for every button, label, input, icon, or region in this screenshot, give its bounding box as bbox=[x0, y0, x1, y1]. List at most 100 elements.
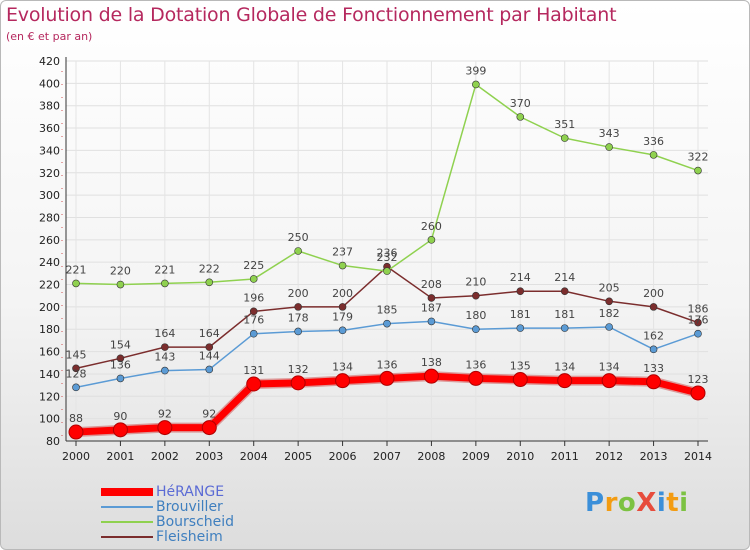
data-label: 133 bbox=[643, 362, 664, 375]
data-point bbox=[516, 113, 525, 121]
data-point bbox=[68, 424, 84, 440]
data-point bbox=[290, 375, 306, 391]
data-point bbox=[646, 374, 662, 390]
data-label: 182 bbox=[599, 307, 620, 320]
legend-swatch bbox=[101, 506, 153, 508]
y-tick-label: 260 bbox=[39, 234, 60, 247]
data-point bbox=[338, 303, 347, 311]
y-tick-label: 240 bbox=[39, 256, 60, 269]
x-tick-label: 2014 bbox=[684, 450, 712, 463]
data-point bbox=[605, 323, 613, 331]
proxiti-logo: ProXiti bbox=[585, 488, 689, 518]
data-point bbox=[205, 365, 214, 374]
x-tick-label: 2009 bbox=[462, 450, 490, 463]
data-point bbox=[423, 368, 439, 384]
data-point bbox=[294, 303, 302, 311]
logo-letter: t bbox=[666, 488, 680, 518]
legend-label: HéRANGE bbox=[156, 484, 225, 500]
data-label: 221 bbox=[154, 263, 175, 276]
legend-swatch bbox=[101, 521, 153, 523]
series-layer bbox=[68, 80, 706, 440]
data-point bbox=[601, 373, 617, 389]
data-point bbox=[427, 317, 436, 326]
data-point bbox=[472, 80, 480, 89]
data-point bbox=[161, 279, 169, 288]
data-label: 135 bbox=[510, 360, 531, 373]
data-point bbox=[472, 291, 480, 300]
data-point bbox=[605, 143, 613, 151]
data-label: 208 bbox=[421, 278, 442, 291]
data-label: 136 bbox=[377, 358, 398, 371]
data-label: 138 bbox=[421, 356, 442, 369]
data-label: 88 bbox=[69, 412, 83, 425]
data-label: 181 bbox=[510, 308, 531, 321]
data-point bbox=[649, 303, 658, 311]
x-tick-label: 2007 bbox=[373, 450, 401, 463]
grid-lines bbox=[66, 60, 708, 442]
logo-letter: r bbox=[604, 488, 618, 518]
data-point bbox=[690, 385, 706, 401]
legend-label: Fleisheim bbox=[156, 529, 223, 545]
data-label: 210 bbox=[465, 276, 486, 289]
y-tick-label: 360 bbox=[39, 122, 60, 135]
data-label: 250 bbox=[288, 231, 309, 244]
data-point bbox=[427, 236, 436, 244]
y-tick-label: 140 bbox=[39, 368, 60, 381]
logo-letter: X bbox=[636, 488, 657, 518]
data-label: 178 bbox=[288, 311, 309, 324]
y-tick-label: 300 bbox=[39, 189, 60, 202]
data-point bbox=[383, 267, 391, 275]
x-tick-label: 2011 bbox=[551, 450, 579, 463]
legend-swatch bbox=[101, 488, 153, 496]
data-label: 343 bbox=[599, 127, 620, 140]
data-point bbox=[694, 166, 702, 175]
x-tick-label: 2000 bbox=[62, 450, 90, 463]
x-tick-label: 2013 bbox=[640, 450, 668, 463]
data-label: 134 bbox=[332, 361, 353, 374]
data-point bbox=[72, 383, 80, 392]
data-point bbox=[338, 326, 347, 335]
data-labels: 88 90 92 92 131 132 134 136 138 136 135 134 134 133 12… bbox=[66, 64, 709, 425]
data-point bbox=[116, 280, 125, 289]
logo-letter: i bbox=[656, 488, 667, 518]
x-tick-label: 2004 bbox=[240, 450, 268, 463]
data-point bbox=[557, 373, 573, 389]
y-tick-label: 120 bbox=[39, 390, 60, 403]
data-label: 186 bbox=[688, 303, 709, 316]
legend-swatch bbox=[101, 536, 153, 538]
data-label: 200 bbox=[332, 287, 353, 300]
x-tick-label: 2005 bbox=[284, 450, 312, 463]
data-point bbox=[116, 354, 125, 363]
data-label: 399 bbox=[465, 64, 486, 77]
data-point bbox=[560, 324, 569, 332]
y-tick-label: 420 bbox=[39, 55, 60, 68]
data-label: 136 bbox=[110, 358, 131, 371]
data-label: 179 bbox=[332, 310, 353, 323]
logo-letter: i bbox=[679, 488, 689, 518]
data-label: 370 bbox=[510, 97, 531, 110]
data-point bbox=[605, 297, 613, 306]
x-tick-label: 2012 bbox=[595, 450, 623, 463]
y-tick-label: 340 bbox=[39, 144, 60, 157]
data-label: 92 bbox=[158, 408, 172, 421]
y-tick-label: 400 bbox=[39, 77, 60, 90]
data-point bbox=[249, 275, 258, 283]
logo-letter: o bbox=[617, 488, 637, 518]
data-label: 200 bbox=[643, 287, 664, 300]
data-point bbox=[468, 370, 484, 386]
data-label: 200 bbox=[288, 287, 309, 300]
y-tick-label: 180 bbox=[39, 323, 60, 336]
data-label: 181 bbox=[554, 308, 575, 321]
data-label: 232 bbox=[377, 251, 398, 264]
y-tick-label: 280 bbox=[39, 211, 60, 224]
data-point bbox=[694, 318, 702, 327]
data-label: 164 bbox=[154, 327, 175, 340]
data-label: 176 bbox=[688, 314, 709, 327]
data-point bbox=[72, 364, 80, 373]
axes: 80 100 120 140 160 180 200 220 240 260 280 300 320 34… bbox=[39, 55, 712, 463]
data-point bbox=[649, 345, 658, 354]
data-label: 136 bbox=[465, 358, 486, 371]
data-label: 214 bbox=[510, 271, 531, 284]
data-point bbox=[560, 134, 569, 142]
